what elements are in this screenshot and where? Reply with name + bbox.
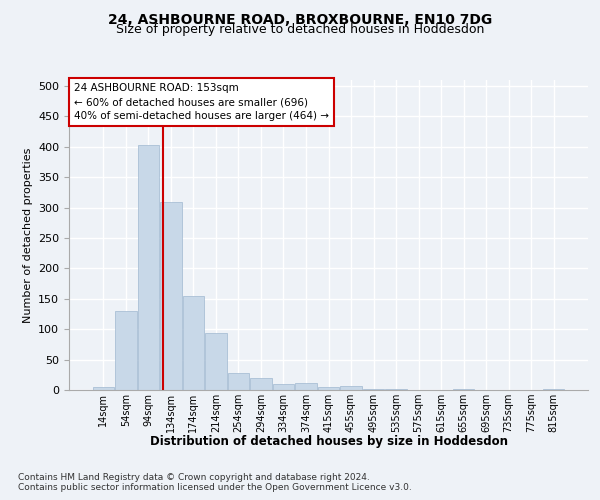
Y-axis label: Number of detached properties: Number of detached properties: [23, 148, 32, 322]
Bar: [273, 384, 294, 390]
Bar: [160, 202, 182, 390]
Text: 24 ASHBOURNE ROAD: 153sqm
← 60% of detached houses are smaller (696)
40% of semi: 24 ASHBOURNE ROAD: 153sqm ← 60% of detac…: [74, 83, 329, 121]
Bar: [340, 386, 362, 390]
Bar: [228, 373, 249, 390]
Text: Size of property relative to detached houses in Hoddesdon: Size of property relative to detached ho…: [116, 22, 484, 36]
Bar: [205, 334, 227, 390]
Bar: [295, 382, 317, 390]
Bar: [115, 311, 137, 390]
Bar: [182, 296, 204, 390]
Bar: [318, 387, 339, 390]
Text: Distribution of detached houses by size in Hoddesdon: Distribution of detached houses by size …: [150, 435, 508, 448]
Text: Contains public sector information licensed under the Open Government Licence v3: Contains public sector information licen…: [18, 484, 412, 492]
Bar: [137, 145, 159, 390]
Text: Contains HM Land Registry data © Crown copyright and database right 2024.: Contains HM Land Registry data © Crown c…: [18, 472, 370, 482]
Text: 24, ASHBOURNE ROAD, BROXBOURNE, EN10 7DG: 24, ASHBOURNE ROAD, BROXBOURNE, EN10 7DG: [108, 12, 492, 26]
Bar: [250, 378, 272, 390]
Bar: [92, 387, 114, 390]
